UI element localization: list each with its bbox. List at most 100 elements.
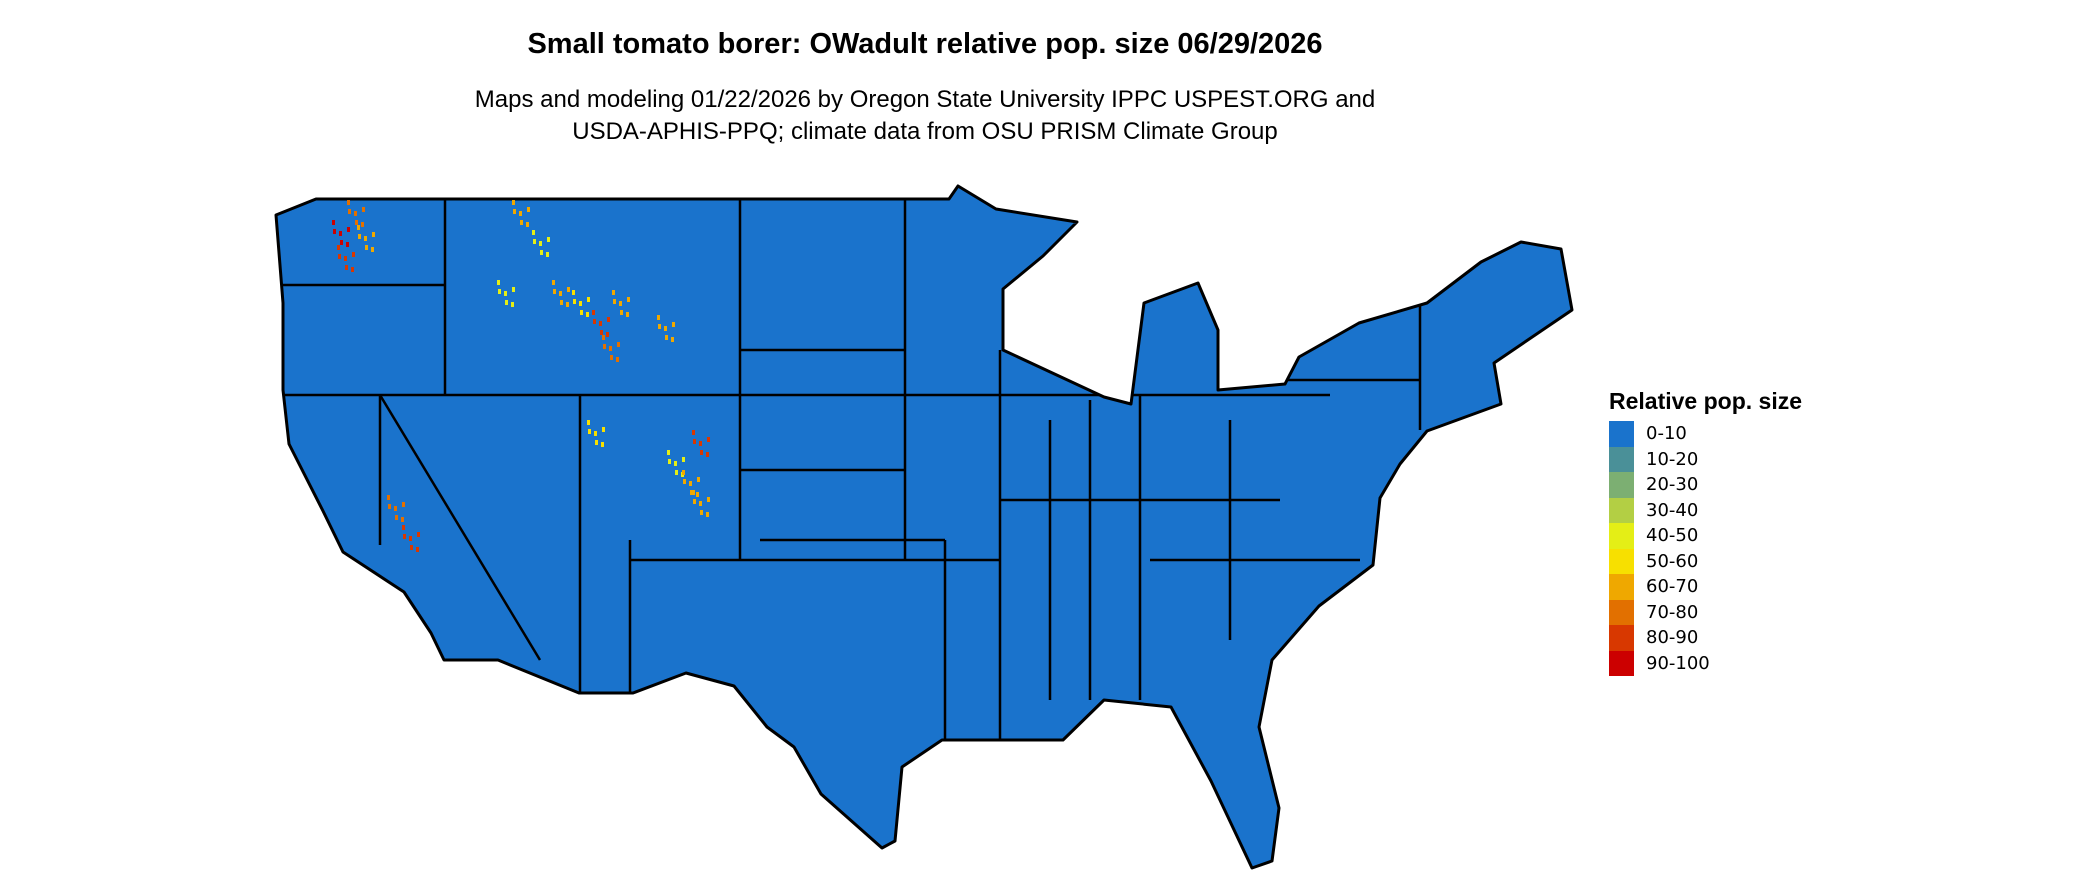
hotspot-cell [619, 301, 622, 306]
legend-swatch [1609, 650, 1634, 676]
legend-swatch [1609, 625, 1634, 651]
legend-item: 40-50 [1609, 523, 1802, 549]
hotspot-cell [699, 501, 702, 506]
hotspot-cell [674, 461, 677, 466]
legend-label: 20-30 [1646, 474, 1699, 496]
hotspot-cell [599, 321, 602, 326]
map-subtitle-line-1: Maps and modeling 01/22/2026 by Oregon S… [474, 86, 1376, 113]
hotspot-cell [700, 450, 703, 455]
hotspot-cell [347, 200, 350, 205]
hotspot-cell [620, 310, 623, 315]
hotspot-cell [361, 222, 364, 227]
hotspot-cell [346, 242, 349, 247]
hotspot-cell [699, 441, 702, 446]
legend-swatch [1609, 421, 1634, 447]
hotspot-cell [587, 297, 590, 302]
hotspot-cell [416, 547, 419, 552]
hotspot-cell [696, 492, 699, 497]
hotspot-cell [626, 312, 629, 317]
hotspot-cell [497, 280, 500, 285]
hotspot-cell [527, 207, 530, 212]
hotspot-cell [519, 211, 522, 216]
legend-label: 10-20 [1646, 448, 1699, 470]
hotspot-cell [600, 330, 603, 335]
state-borders [280, 199, 1422, 740]
hotspot-cell [333, 229, 336, 234]
legend-label: 70-80 [1646, 601, 1699, 623]
hotspot-cell [355, 220, 358, 225]
hotspot-cell [683, 479, 686, 484]
hotspot-cell [587, 420, 590, 425]
hotspot-cell [539, 241, 542, 246]
hotspot-cell [566, 302, 569, 307]
hotspot-cell [546, 252, 549, 257]
legend-label: 80-90 [1646, 627, 1699, 649]
hotspot-cell [693, 499, 696, 504]
legend-swatch [1609, 548, 1634, 574]
hotspot-cell [592, 310, 595, 315]
hotspot-cell [511, 302, 514, 307]
legend-swatch [1609, 497, 1634, 523]
hotspot-cell [612, 290, 615, 295]
hotspot-cell [617, 342, 620, 347]
hotspot-cell [675, 470, 678, 475]
hotspot-cell [347, 227, 350, 232]
hotspot-cell [352, 252, 355, 257]
legend-label: 90-100 [1646, 652, 1710, 674]
hotspot-cell [553, 289, 556, 294]
hotspot-cell [664, 326, 667, 331]
hotspot-cell [547, 237, 550, 242]
hotspot-cell [627, 297, 630, 302]
hotspot-cell [573, 299, 576, 304]
legend-label: 0-10 [1646, 423, 1687, 445]
legend-item: 0-10 [1609, 421, 1802, 447]
hotspot-cell [357, 225, 360, 230]
hotspot-cell [417, 532, 420, 537]
legend-swatch [1609, 574, 1634, 600]
hotspot-cell [689, 481, 692, 486]
hotspot-cell [580, 310, 583, 315]
hotspot-cell [526, 222, 529, 227]
hotspot-cell [362, 207, 365, 212]
hotspot-cell [690, 490, 693, 495]
hotspot-cell [512, 287, 515, 292]
hotspot-areas [332, 200, 710, 552]
hotspot-cell [613, 299, 616, 304]
hotspot-cell [371, 247, 374, 252]
hotspot-cell [345, 265, 348, 270]
hotspot-cell [610, 355, 613, 360]
hotspot-cell [682, 457, 685, 462]
hotspot-cell [682, 470, 685, 475]
hotspot-cell [340, 240, 343, 245]
hotspot-cell [603, 344, 606, 349]
hotspot-cell [338, 254, 341, 259]
legend-item: 50-60 [1609, 548, 1802, 574]
hotspot-cell [559, 291, 562, 296]
hotspot-cell [505, 300, 508, 305]
hotspot-cell [388, 504, 391, 509]
hotspot-cell [394, 506, 397, 511]
hotspot-cell [693, 439, 696, 444]
legend-swatch [1609, 523, 1634, 549]
legend-item: 80-90 [1609, 625, 1802, 651]
hotspot-cell [671, 337, 674, 342]
hotspot-cell [595, 440, 598, 445]
hotspot-cell [667, 450, 670, 455]
map-subtitle-line-2: USDA-APHIS-PPQ; climate data from OSU PR… [572, 118, 1278, 145]
hotspot-cell [616, 357, 619, 362]
legend-item: 30-40 [1609, 497, 1802, 523]
hotspot-cell [607, 317, 610, 322]
hotspot-cell [594, 431, 597, 436]
hotspot-cell [706, 512, 709, 517]
legend-item: 10-20 [1609, 446, 1802, 472]
hotspot-cell [672, 322, 675, 327]
hotspot-cell [395, 515, 398, 520]
legend-swatch [1609, 472, 1634, 498]
hotspot-cell [512, 200, 515, 205]
hotspot-cell [409, 536, 412, 541]
hotspot-cell [332, 220, 335, 225]
hotspot-cell [706, 452, 709, 457]
hotspot-cell [504, 291, 507, 296]
hotspot-cell [552, 280, 555, 285]
hotspot-cell [372, 232, 375, 237]
